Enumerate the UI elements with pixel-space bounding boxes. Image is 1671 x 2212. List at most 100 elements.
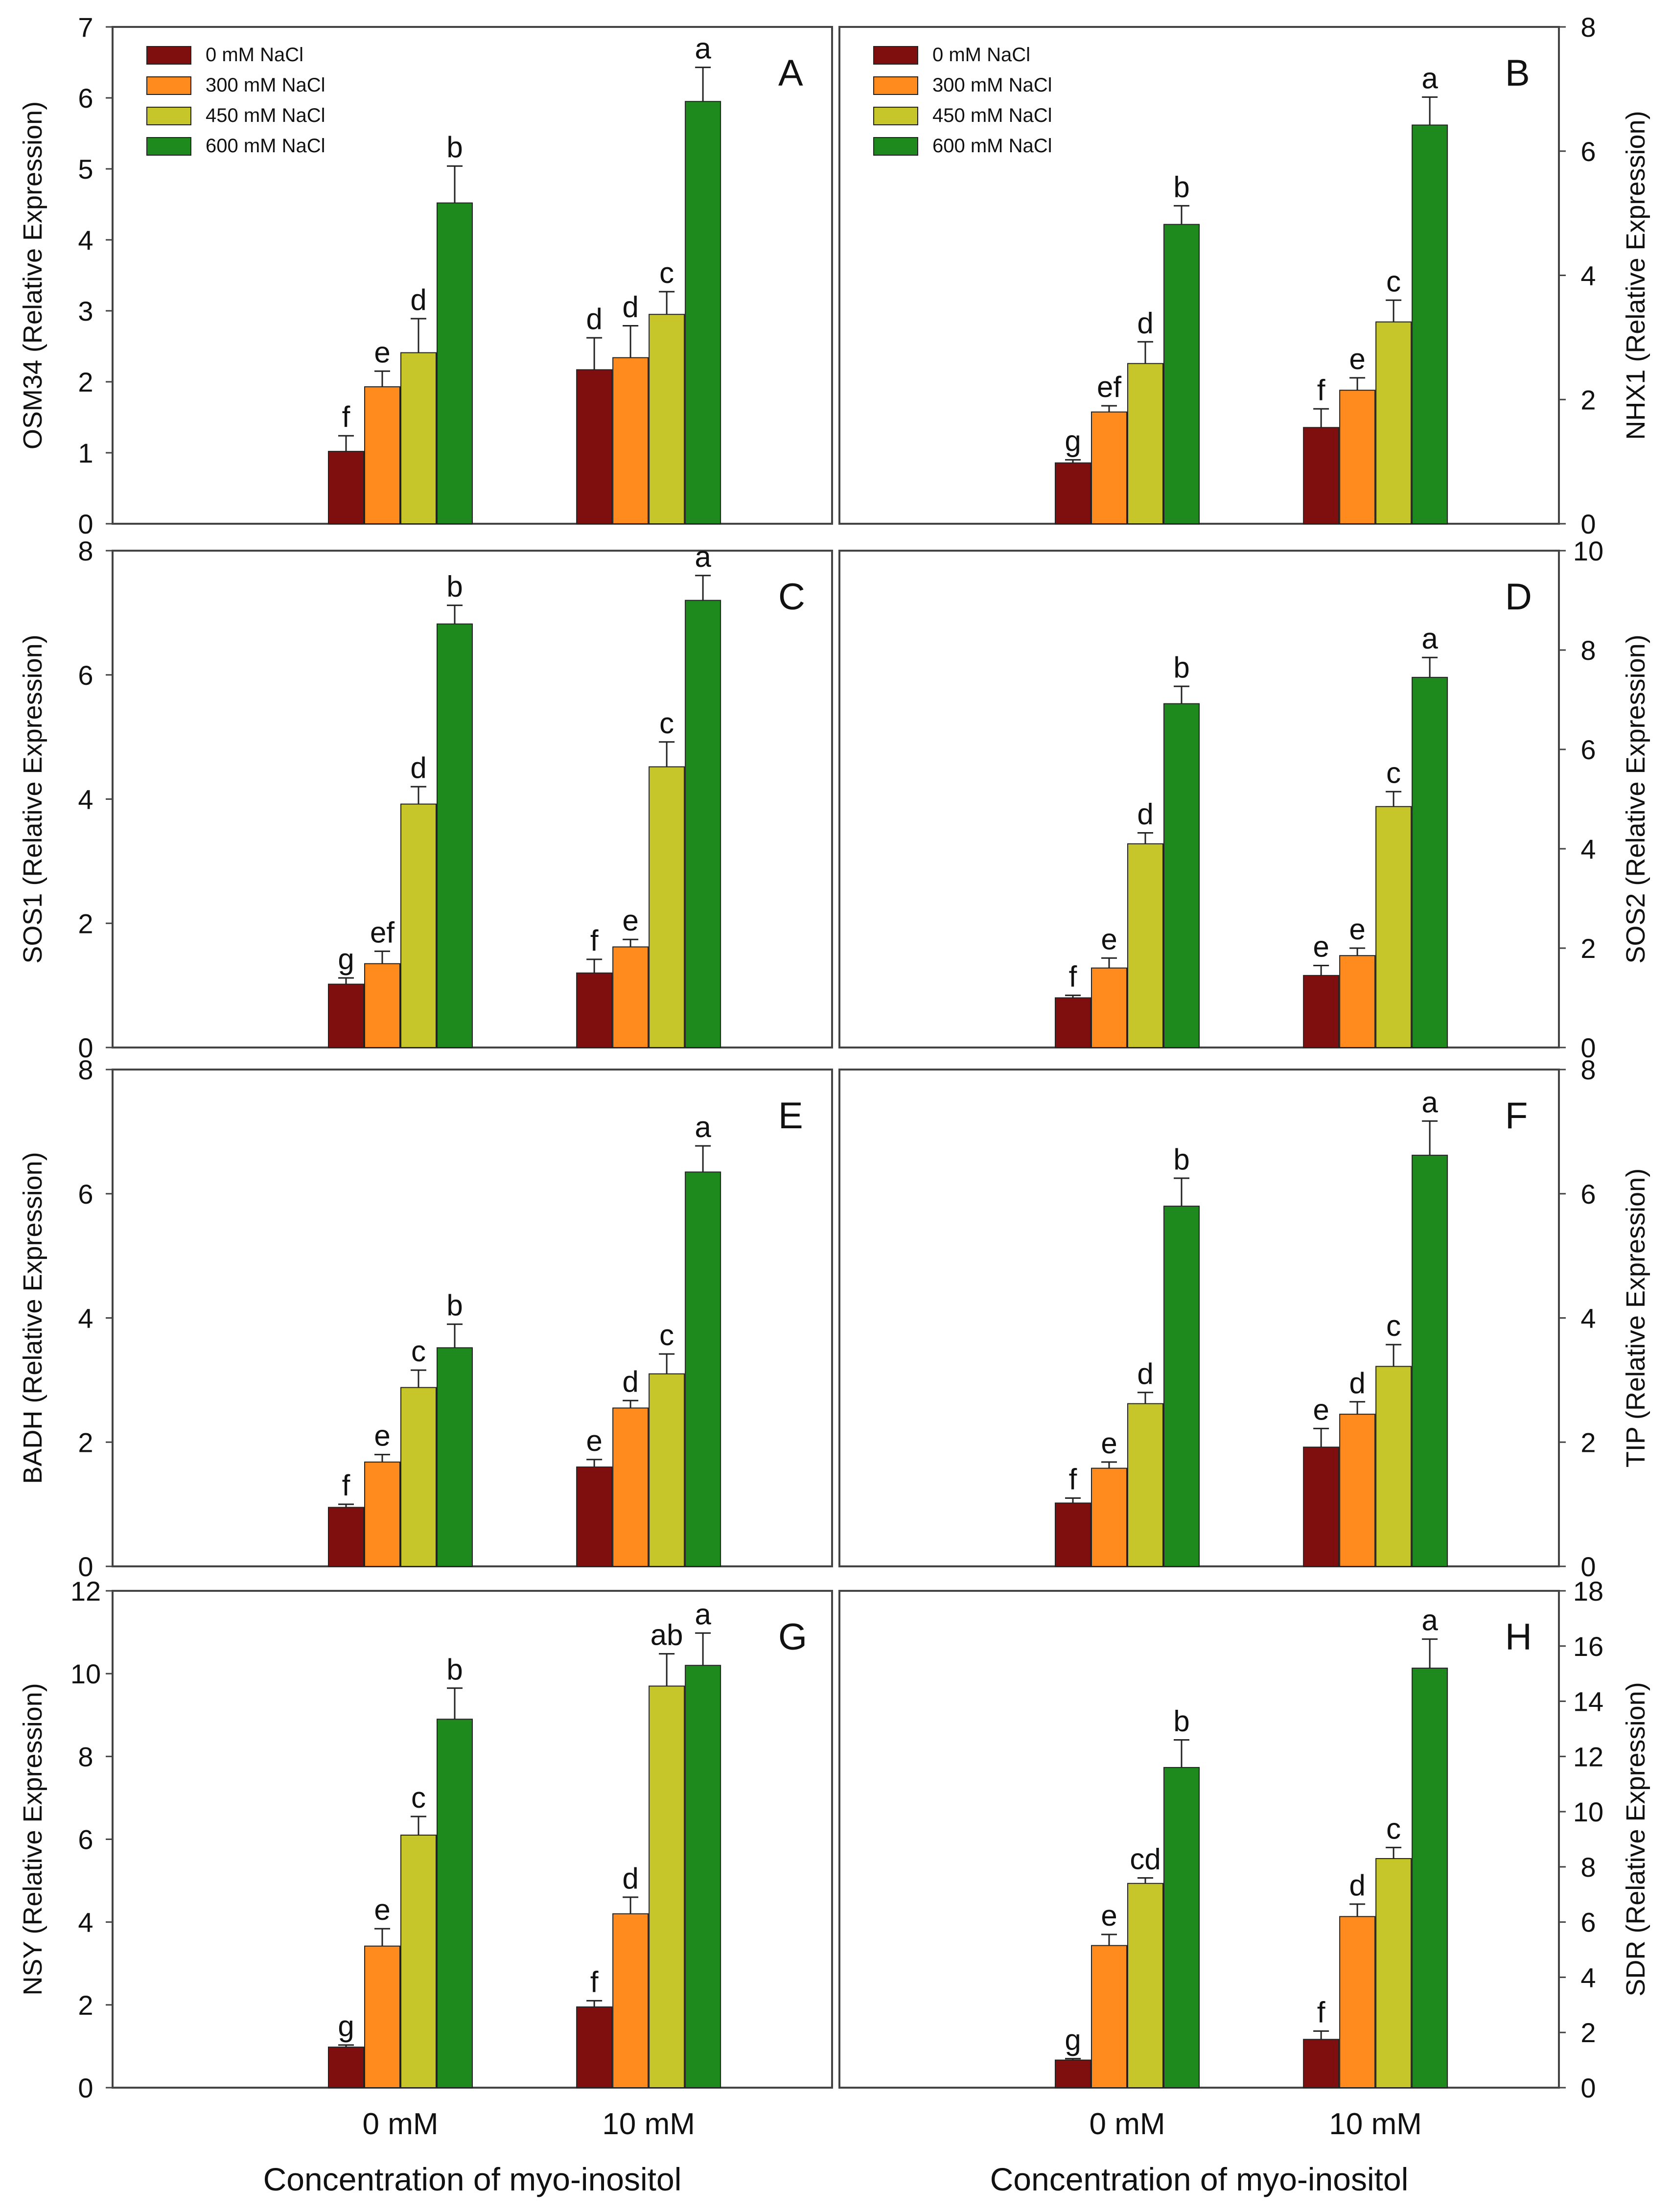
significance-letter: d — [410, 751, 426, 784]
y-tick-label: 6 — [1580, 136, 1596, 167]
bar — [400, 1835, 437, 2089]
significance-letter: e — [1101, 923, 1117, 955]
significance-letter: e — [1349, 913, 1365, 946]
y-tick-label: 4 — [1580, 260, 1596, 291]
y-tick-label: 0 — [1580, 1551, 1596, 1582]
significance-letter: b — [446, 131, 463, 163]
significance-letter: e — [1101, 1427, 1117, 1460]
bar — [612, 1407, 649, 1567]
bar — [400, 352, 437, 524]
significance-letter: e — [1101, 1899, 1117, 1932]
bar — [1412, 676, 1448, 1048]
significance-letter: b — [1173, 651, 1189, 684]
significance-letter: a — [695, 32, 711, 65]
y-tick-label: 0 — [1580, 509, 1596, 539]
x-tick-label: 0 mM — [363, 2107, 439, 2141]
y-axis-label: TIP (Relative Expression) — [1621, 1168, 1650, 1467]
y-axis-label: NHX1 (Relative Expression) — [1621, 111, 1650, 440]
y-tick-label: 8 — [1580, 635, 1596, 666]
significance-letter: b — [1173, 1705, 1189, 1738]
y-axis-label: SDR (Relative Expression) — [1621, 1682, 1650, 1996]
significance-letter: a — [1421, 1086, 1438, 1118]
y-tick-label: 6 — [1580, 734, 1596, 765]
y-tick-label: 8 — [1580, 1852, 1596, 1883]
y-tick-label: 0 — [78, 2072, 93, 2103]
bar — [576, 972, 613, 1048]
y-tick-label: 4 — [78, 225, 93, 256]
significance-letter: c — [659, 256, 674, 289]
significance-letter: a — [695, 540, 711, 573]
significance-letter: c — [411, 1335, 426, 1368]
bar — [576, 1467, 613, 1567]
significance-letter: e — [1349, 343, 1365, 375]
bar — [328, 451, 364, 524]
y-tick-label: 1 — [78, 438, 93, 468]
y-axis-label: OSM34 (Relative Expression) — [18, 101, 47, 449]
significance-letter: ef — [1097, 371, 1121, 403]
bar — [1375, 806, 1412, 1048]
bar — [1055, 2059, 1091, 2089]
legend-swatch — [873, 137, 918, 156]
significance-letter: c — [1386, 1812, 1401, 1845]
y-tick-label: 0 — [78, 509, 93, 539]
bar — [328, 2047, 364, 2089]
legend-swatch — [146, 137, 191, 156]
legend-swatch — [146, 76, 191, 95]
significance-letter: c — [659, 1319, 674, 1351]
significance-letter: f — [1317, 1996, 1325, 2028]
y-tick-label: 4 — [1580, 834, 1596, 864]
y-tick-label: 4 — [1580, 1962, 1596, 1993]
significance-letter: ab — [650, 1619, 683, 1652]
bar — [1127, 363, 1163, 524]
y-tick-label: 6 — [78, 660, 93, 691]
significance-letter: a — [695, 1111, 711, 1143]
bar — [1375, 1366, 1412, 1567]
significance-letter: d — [1137, 306, 1153, 339]
bar — [685, 1171, 721, 1567]
y-tick-label: 12 — [1573, 1741, 1603, 1772]
y-tick-label: 2 — [78, 367, 93, 397]
panel-letter: C — [778, 576, 805, 618]
legend-swatch — [873, 76, 918, 95]
significance-letter: e — [1313, 1393, 1329, 1426]
y-tick-label: 2 — [78, 908, 93, 939]
y-tick-label: 18 — [1573, 1576, 1603, 1607]
significance-letter: b — [446, 570, 463, 603]
legend-label: 450 mM NaCl — [206, 105, 325, 126]
y-tick-label: 4 — [1580, 1303, 1596, 1334]
bar — [364, 963, 400, 1048]
bar — [1339, 1916, 1376, 2089]
legend-swatch — [146, 107, 191, 125]
bar — [685, 1665, 721, 2088]
bar — [1339, 390, 1376, 524]
significance-letter: a — [695, 1598, 711, 1630]
y-axis-label: NSY (Relative Expression) — [18, 1683, 47, 1995]
significance-letter: a — [1421, 1604, 1438, 1637]
significance-letter: f — [342, 1469, 350, 1502]
significance-letter: d — [1137, 798, 1153, 831]
bar — [328, 1507, 364, 1567]
y-tick-label: 8 — [78, 1741, 93, 1772]
y-tick-label: 10 — [1573, 1796, 1603, 1827]
significance-letter: c — [1386, 756, 1401, 789]
bar — [1303, 427, 1340, 524]
bar — [1091, 967, 1127, 1048]
significance-letter: c — [411, 1781, 426, 1814]
significance-letter: f — [590, 924, 599, 957]
x-tick-label: 10 mM — [602, 2107, 695, 2141]
bar — [685, 101, 721, 524]
legend-swatch — [873, 107, 918, 125]
significance-letter: g — [1065, 424, 1081, 457]
bar — [1303, 1446, 1340, 1567]
significance-letter: b — [446, 1653, 463, 1686]
bar — [1163, 224, 1200, 524]
significance-letter: d — [622, 1365, 638, 1398]
legend-label: 450 mM NaCl — [932, 105, 1052, 126]
y-tick-label: 8 — [78, 1054, 93, 1085]
panel-letter: E — [778, 1095, 803, 1137]
bar — [1163, 703, 1200, 1048]
significance-letter: f — [1317, 373, 1325, 406]
significance-letter: e — [374, 1893, 390, 1926]
